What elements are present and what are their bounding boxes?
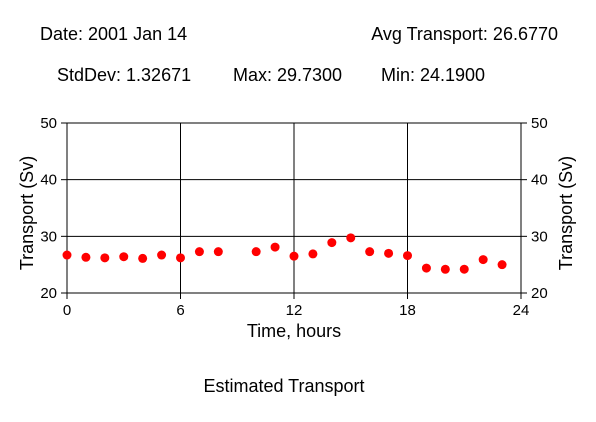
x-tick-label: 6 [176,302,184,319]
chart-title: Estimated Transport [203,376,364,396]
max-label: Max: 29.7300 [233,65,343,85]
data-point [421,263,431,273]
y-tick-label-left: 50 [40,115,57,132]
data-point [194,247,204,257]
data-point [459,264,469,274]
data-point [403,251,412,261]
data-point [176,253,185,263]
x-tick-label: 24 [513,302,530,319]
data-point [81,252,91,262]
data-point [289,251,299,261]
date-label: Date: 2001 Jan 14 [40,24,188,44]
x-tick-label: 18 [399,302,416,319]
x-axis-title: Time, hours [247,321,341,341]
data-markers [62,233,507,274]
data-point [327,238,337,248]
data-point [138,253,148,263]
x-tick-label: 0 [63,302,71,319]
data-point [100,253,110,263]
y-tick-label-left: 20 [40,285,57,302]
data-point [440,264,450,274]
data-point [251,247,261,257]
grid-lines [67,123,521,293]
y-tick-label-left: 30 [40,228,57,245]
data-point [157,250,167,260]
y-axis-title-right: Transport (Sv) [556,156,576,270]
y-tick-label-right: 40 [531,172,548,189]
data-point [119,252,129,262]
y-tick-label-right: 20 [531,285,548,302]
x-tick-label: 12 [286,302,303,319]
data-point [478,255,488,265]
avg-transport-label: Avg Transport: 26.6770 [371,24,558,44]
y-tick-label-left: 40 [40,172,57,189]
y-tick-label-right: 30 [531,228,548,245]
data-point [497,260,507,270]
data-point [213,247,223,257]
y-axis-title-left: Transport (Sv) [17,156,37,270]
min-label: Min: 24.1900 [381,65,486,85]
data-point [365,247,375,257]
y-tick-label-right: 50 [531,115,548,132]
data-point [384,248,394,258]
data-point [346,233,356,243]
data-point [308,249,318,259]
stddev-label: StdDev: 1.32671 [57,65,192,85]
data-point [270,242,280,252]
data-point [62,250,72,260]
